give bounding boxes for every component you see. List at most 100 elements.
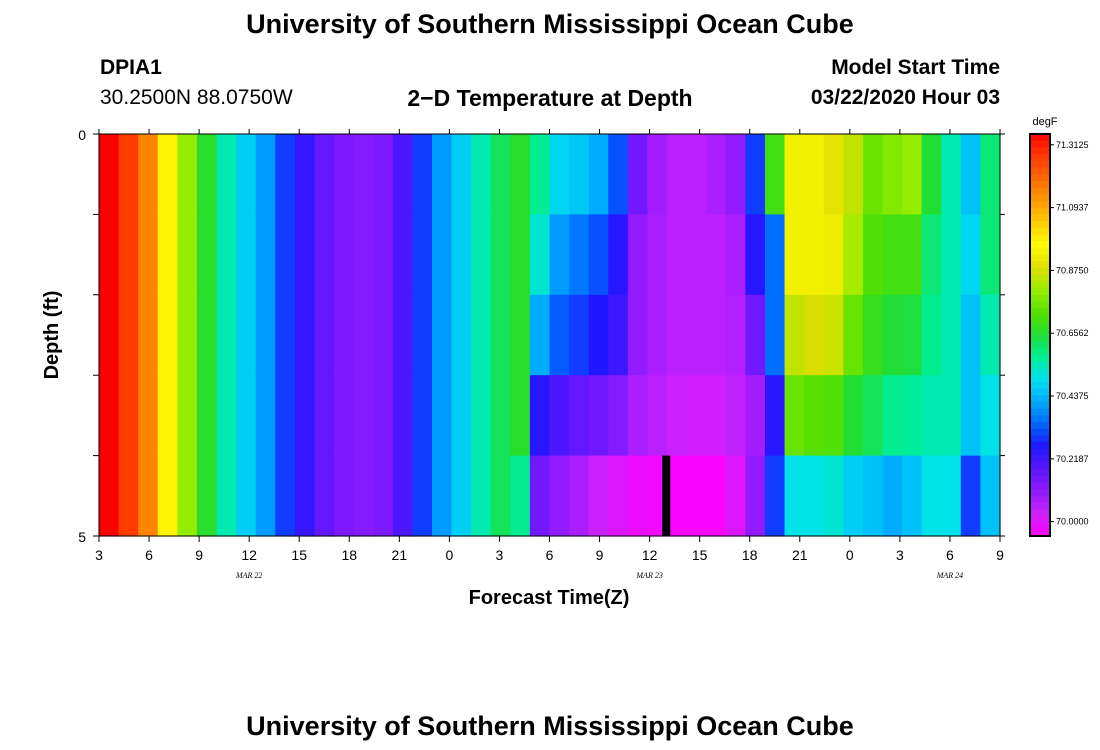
heatmap-cell	[764, 455, 786, 537]
heatmap-cell	[431, 214, 453, 296]
heatmap-cell	[745, 294, 766, 376]
heatmap-cell	[314, 455, 335, 537]
heatmap-cell	[99, 455, 120, 537]
heatmap-cell	[823, 294, 844, 376]
heatmap-cell	[529, 294, 551, 376]
heatmap-cell	[862, 375, 884, 457]
x-tick-label: 6	[546, 547, 554, 563]
colorbar-segment	[1030, 489, 1050, 497]
heatmap-cell	[255, 294, 276, 376]
colorbar-segment	[1030, 495, 1050, 504]
model-start-value: 03/22/2020 Hour 03	[810, 86, 1000, 109]
heatmap-cell	[706, 455, 727, 537]
heatmap-cell	[921, 375, 942, 457]
heatmap-cell	[784, 214, 805, 296]
heatmap-cell	[471, 214, 492, 296]
colorbar-segment	[1030, 288, 1050, 296]
heatmap-cell	[373, 294, 394, 376]
date-label: MAR 24	[936, 571, 963, 580]
colorbar-segment	[1030, 174, 1050, 182]
heatmap-cell	[960, 294, 982, 376]
heatmap-cell	[490, 294, 511, 376]
colorbar-segment	[1030, 321, 1050, 329]
heatmap-cell	[99, 294, 120, 376]
colorbar-segment	[1030, 274, 1050, 282]
heatmap-cell	[255, 455, 276, 537]
heatmap-cell	[510, 375, 531, 457]
heatmap-cell	[294, 294, 316, 376]
heatmap-cell	[353, 134, 374, 215]
heatmap-cell	[960, 214, 982, 296]
colorbar-tick-label: 71.3125	[1056, 140, 1089, 150]
heatmap-cell	[490, 375, 511, 457]
colorbar-segment	[1030, 221, 1050, 229]
heatmap-cell	[196, 294, 218, 376]
heatmap-cell	[921, 455, 942, 537]
heatmap-cell	[882, 375, 903, 457]
heatmap-cell	[216, 214, 237, 296]
colorbar-segment	[1030, 515, 1050, 524]
heatmap-cell	[608, 214, 629, 296]
heatmap-cell	[490, 134, 511, 215]
heatmap-cell	[118, 375, 139, 457]
heatmap-cell	[882, 294, 903, 376]
colorbar-units: degF	[1032, 116, 1057, 128]
colorbar-segment	[1030, 154, 1050, 162]
heatmap-cell	[725, 134, 746, 215]
colorbar-tick-label: 70.0000	[1056, 517, 1089, 527]
heatmap-cell	[157, 294, 178, 376]
x-tick-label: 12	[642, 547, 658, 563]
heatmap-cell	[941, 134, 962, 215]
colorbar-segment	[1030, 395, 1050, 403]
colorbar-segment	[1030, 455, 1050, 463]
colorbar-segment	[1030, 214, 1050, 222]
heatmap-cell	[157, 375, 178, 457]
colorbar-segment	[1030, 361, 1050, 370]
heatmap-cell	[804, 134, 825, 215]
heatmap-cell	[804, 214, 825, 296]
heatmap-cell	[294, 455, 316, 537]
heatmap-cell	[980, 455, 1001, 537]
heatmap-cell	[236, 375, 257, 457]
heatmap-cell	[334, 214, 355, 296]
heatmap-cell	[588, 214, 609, 296]
date-label: MAR 23	[635, 571, 662, 580]
heatmap-cell	[647, 134, 668, 215]
heatmap-cell	[862, 455, 884, 537]
colorbar-segment	[1030, 180, 1050, 189]
colorbar-segment	[1030, 301, 1050, 309]
heatmap-cell	[569, 455, 590, 537]
x-tick-label: 3	[896, 547, 904, 563]
colorbar-segment	[1030, 160, 1050, 169]
x-tick-label: 9	[195, 547, 203, 563]
heatmap-cell	[647, 214, 668, 296]
heatmap-cell	[196, 375, 218, 457]
y-tick-label: 5	[78, 529, 86, 545]
heatmap-cell	[314, 294, 335, 376]
heatmap-cell	[138, 294, 159, 376]
heatmap-cell	[960, 375, 982, 457]
heatmap-cell	[862, 134, 884, 215]
heatmap-cell	[216, 134, 237, 215]
heatmap-cell	[412, 134, 433, 215]
heatmap-cell	[138, 455, 159, 537]
y-axis-label: Depth (ft)	[41, 291, 63, 380]
heatmap-cell	[706, 134, 727, 215]
heatmap-cell	[353, 214, 374, 296]
heatmap-cell	[980, 134, 1001, 215]
heatmap-cell	[412, 455, 433, 537]
heatmap-cell	[118, 134, 139, 215]
colorbar-segment	[1030, 227, 1050, 236]
heatmap-cell	[373, 214, 394, 296]
heatmap-cell	[588, 294, 609, 376]
heatmap-cell	[745, 134, 766, 215]
heatmap-cell	[255, 375, 276, 457]
colorbar-segment	[1030, 147, 1050, 155]
heatmap-cell	[451, 214, 472, 296]
heatmap-cell	[373, 134, 394, 215]
colorbar-segment	[1030, 448, 1050, 457]
heatmap-cell	[588, 455, 609, 537]
heatmap-cell	[353, 455, 374, 537]
heatmap-cell	[549, 455, 570, 537]
colorbar-segment	[1030, 402, 1050, 410]
